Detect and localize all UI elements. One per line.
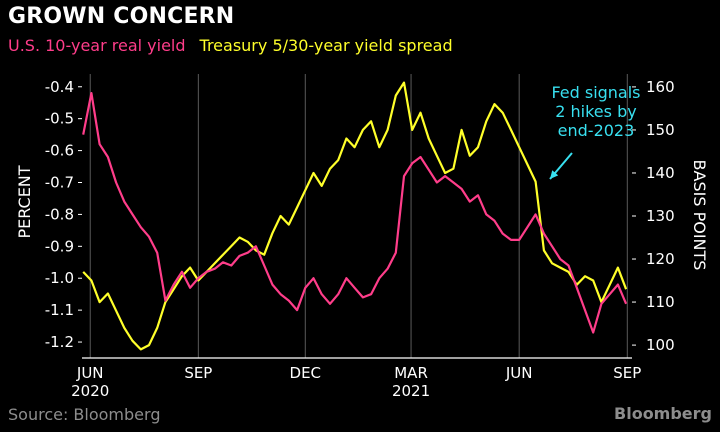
right-tick-label: 110 (646, 293, 675, 311)
right-tick-label: 100 (646, 336, 675, 354)
right-tick-label: 120 (646, 250, 675, 268)
x-tick-label: SEP (184, 364, 212, 382)
x-tick-label: SEP (613, 364, 641, 382)
right-tick-label: 140 (646, 164, 675, 182)
left-axis-ticks: -0.4 -0.5 -0.6 -0.7 -0.8 -0.9 -1.0 -1.1 -1.2 (45, 78, 82, 351)
annotation-text-line: 2 hikes by (555, 102, 636, 121)
x-tick-label: MAR (394, 364, 428, 382)
series-line-spread (82, 81, 628, 351)
left-tick-label: -1.2 (45, 333, 74, 351)
x-axis-ticks: JUN SEP DEC MAR JUN SEP 2020 2021 (71, 357, 641, 400)
right-tick-label: 160 (646, 78, 675, 96)
left-tick-label: -0.4 (45, 78, 74, 96)
right-tick-label: 150 (646, 121, 675, 139)
left-tick-label: -0.7 (45, 173, 74, 191)
left-tick-label: -0.6 (45, 142, 74, 160)
y-axis-label-left: PERCENT (15, 165, 34, 238)
chart-title: GROWN CONCERN (8, 4, 235, 29)
left-tick-label: -0.9 (45, 237, 74, 255)
x-tick-label: JUN (505, 364, 533, 382)
x-tick-label: JUN (76, 364, 104, 382)
right-tick-label: 130 (646, 207, 675, 225)
annotation-text-line: Fed signals (551, 83, 640, 102)
right-axis-ticks: 160 150 140 130 120 110 100 (632, 78, 675, 354)
legend-spread: Treasury 5/30-year yield spread (199, 36, 453, 55)
left-tick-label: -0.5 (45, 110, 74, 128)
y-axis-label-right: BASIS POINTS (690, 160, 709, 271)
x-year-label: 2020 (71, 382, 109, 400)
series-spread-group (82, 81, 628, 351)
series-real-yield-group (82, 91, 628, 334)
legend-real-yield: U.S. 10-year real yield (8, 36, 186, 55)
annotation-arrowhead (549, 170, 559, 179)
source-note: Source: Bloomberg (8, 405, 161, 424)
left-tick-label: -1.1 (45, 301, 74, 319)
x-tick-label: DEC (290, 364, 322, 382)
x-year-label: 2021 (392, 382, 430, 400)
left-tick-label: -1.0 (45, 269, 74, 287)
gridlines (89, 74, 628, 358)
legend: U.S. 10-year real yield Treasury 5/30-yea… (8, 36, 453, 55)
series-line-real-yield (82, 91, 628, 334)
brand-logo: Bloomberg (614, 404, 712, 423)
left-tick-label: -0.8 (45, 205, 74, 223)
annotation-text-line: end-2023 (558, 121, 635, 140)
